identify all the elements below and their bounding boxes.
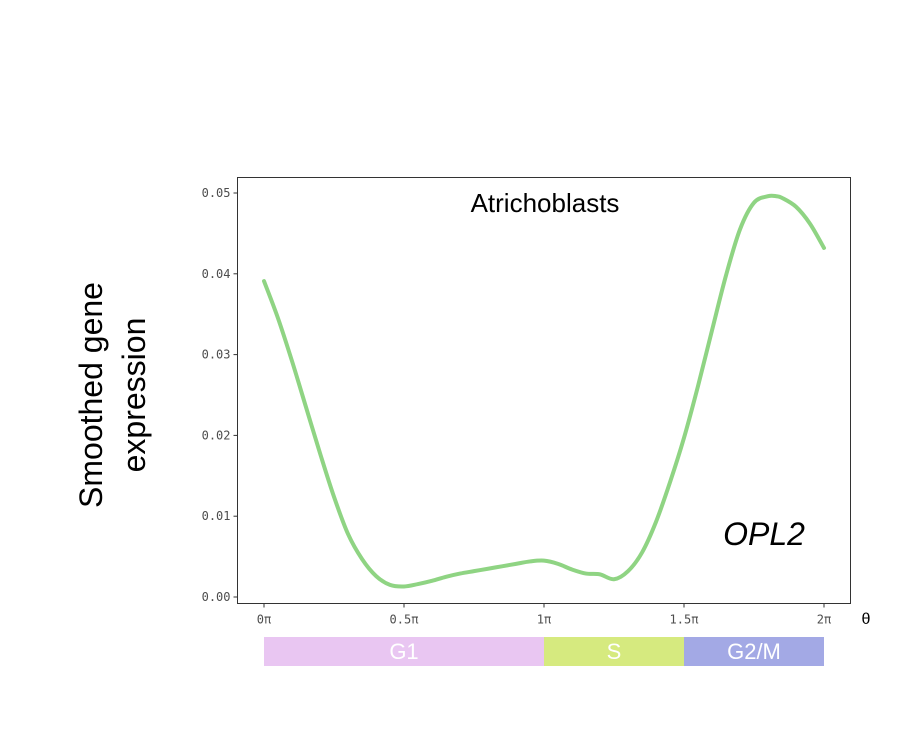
- x-axis-title: θ: [862, 611, 871, 628]
- x-tick-label: 0π: [257, 613, 271, 627]
- phase-segment: [684, 637, 824, 666]
- y-axis: 0.00 0.01 0.02 0.03 0.04 0.05: [202, 186, 238, 604]
- phase-label: G2/M: [727, 639, 781, 664]
- x-tick-label: 1.5π: [670, 613, 699, 627]
- phase-label: S: [607, 639, 622, 664]
- x-tick-label: 2π: [817, 613, 831, 627]
- y-tick-label: 0.01: [202, 509, 231, 523]
- y-tick-label: 0.04: [202, 267, 231, 281]
- plot-panel: [237, 177, 851, 604]
- expression-line: [262, 193, 826, 589]
- y-tick-label: 0.03: [202, 348, 231, 362]
- phase-segment: [264, 637, 544, 666]
- phase-segment: [544, 637, 684, 666]
- x-tick-label: 0.5π: [390, 613, 419, 627]
- x-tick-label: 1π: [537, 613, 551, 627]
- y-axis-title-line-1: Smoothed gene: [73, 282, 109, 508]
- cell-cycle-phase-bar: G1 S G2/M: [264, 637, 824, 666]
- y-axis-title: Smoothed gene expression: [73, 282, 152, 508]
- x-axis: 0π 0.5π 1π 1.5π 2π: [257, 603, 831, 627]
- y-tick-label: 0.00: [202, 590, 231, 604]
- y-tick-label: 0.02: [202, 428, 231, 442]
- gene-annotation: OPL2: [723, 516, 805, 552]
- y-tick-label: 0.05: [202, 186, 231, 200]
- chart-title: Atrichoblasts: [471, 188, 620, 218]
- phase-label: G1: [389, 639, 418, 664]
- y-axis-title-line-2: expression: [116, 318, 152, 473]
